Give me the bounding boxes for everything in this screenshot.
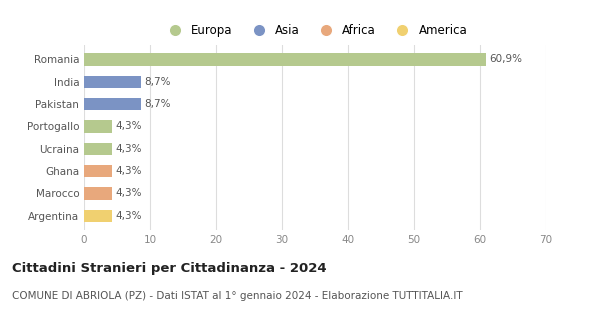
Text: 4,3%: 4,3% [116, 211, 142, 221]
Text: 8,7%: 8,7% [145, 77, 171, 87]
Bar [84, 143, 112, 155]
Bar [84, 76, 142, 88]
Text: 60,9%: 60,9% [489, 54, 522, 64]
Bar [84, 187, 112, 200]
Text: COMUNE DI ABRIOLA (PZ) - Dati ISTAT al 1° gennaio 2024 - Elaborazione TUTTITALIA: COMUNE DI ABRIOLA (PZ) - Dati ISTAT al 1… [12, 291, 463, 301]
Bar [84, 98, 142, 110]
Text: 4,3%: 4,3% [116, 121, 142, 132]
Bar [84, 165, 112, 177]
Text: 4,3%: 4,3% [116, 166, 142, 176]
Text: 8,7%: 8,7% [145, 99, 171, 109]
Text: Cittadini Stranieri per Cittadinanza - 2024: Cittadini Stranieri per Cittadinanza - 2… [12, 262, 326, 276]
Text: 4,3%: 4,3% [116, 144, 142, 154]
Bar [84, 210, 112, 222]
Text: 4,3%: 4,3% [116, 188, 142, 198]
Bar [84, 53, 486, 66]
Bar [84, 120, 112, 132]
Legend: Europa, Asia, Africa, America: Europa, Asia, Africa, America [158, 19, 472, 42]
